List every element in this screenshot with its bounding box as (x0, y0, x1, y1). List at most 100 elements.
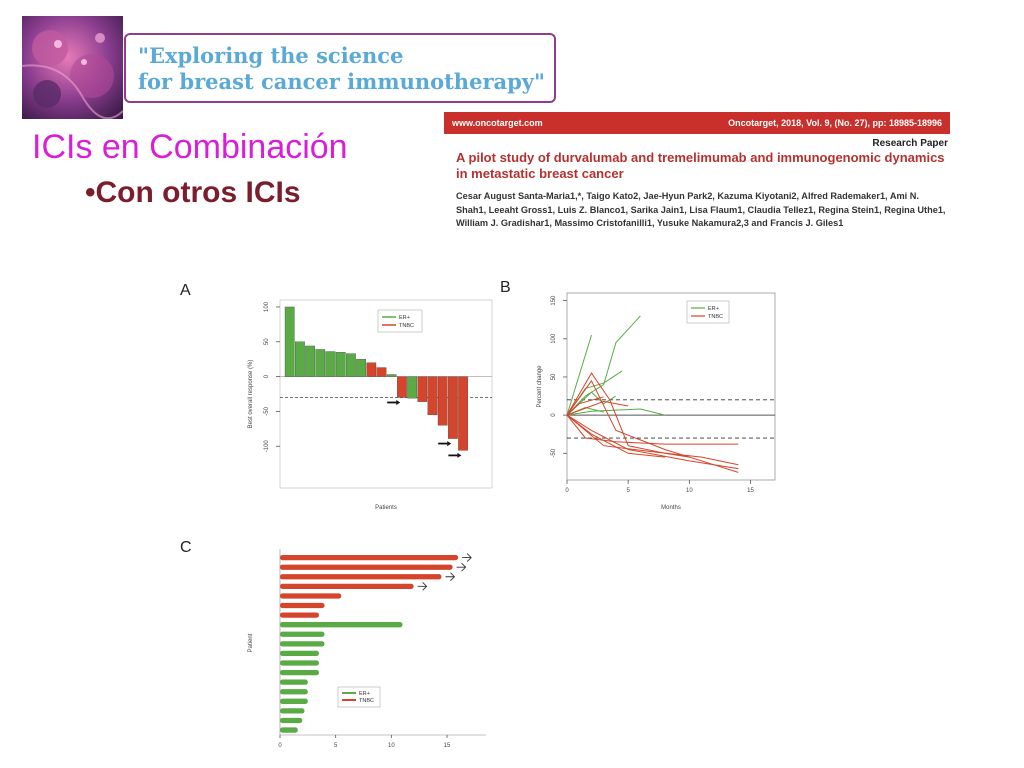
chart-b-series-line (566, 414, 739, 470)
banner-line-2: for breast cancer immunotherapy" (138, 69, 545, 94)
slide-title: ICIs en Combinación (32, 128, 348, 166)
chart-a-bar (335, 352, 346, 377)
chart-b-y-tick-label: -50 (551, 448, 557, 457)
chart-a-y-tick-label: -50 (264, 406, 270, 415)
chart-a-bar (284, 306, 295, 377)
chart-c-ongoing-arrow (462, 553, 472, 562)
chart-b-series-line (566, 414, 665, 458)
chart-c-swimmer: 0 5 10 15 ER+TNBC Patient (248, 549, 486, 749)
chart-c-bar (280, 631, 325, 637)
chart-c-bar (280, 622, 403, 628)
chart-a-bar (417, 376, 428, 402)
chart-c-bar (280, 689, 308, 695)
chart-b-legend (686, 300, 730, 324)
chart-a-bar (346, 353, 356, 377)
chart-c-bar (280, 708, 305, 714)
chart-a-y-tick-label: 50 (264, 338, 270, 345)
chart-a-legend-label: TNBC (399, 323, 414, 329)
paper-authors: Cesar August Santa-Maria1,*, Taigo Kato2… (456, 191, 946, 228)
chart-c-bar (280, 650, 319, 657)
chart-b-y-tick-label: 50 (551, 373, 557, 380)
chart-a-bar (448, 376, 458, 439)
chart-c-legend (337, 686, 381, 708)
chart-a-y-tick-label: -100 (264, 440, 270, 453)
chart-b-x-tick-label: 0 (565, 488, 569, 494)
panel-label-c: C (180, 539, 192, 556)
chart-b-series-line (566, 334, 592, 416)
chart-c-ongoing-arrow (456, 562, 467, 572)
chart-a-bar (458, 376, 468, 451)
chart-c-legend-label: ER+ (359, 691, 370, 697)
paper-header: www.oncotarget.com Oncotarget, 2018, Vol… (444, 112, 950, 252)
chart-c-x-tick-label: 10 (388, 743, 395, 749)
chart-a-bar (356, 359, 366, 377)
chart-b-x-tick-label: 10 (686, 488, 693, 494)
chart-a-arrow-head (447, 441, 452, 447)
chart-c-bar (280, 555, 459, 561)
chart-a-bar (305, 345, 315, 377)
chart-c-y-label: Patient (248, 633, 254, 652)
paper-type: Research Paper (872, 138, 948, 149)
chart-b-plot-area (566, 292, 776, 481)
journal-bar: www.oncotarget.com Oncotarget, 2018, Vol… (444, 112, 950, 134)
chart-b-series-line (566, 315, 641, 416)
panel-label-a: A (180, 282, 191, 299)
chart-b-x-tick-label: 5 (627, 488, 631, 494)
chart-a-y-label: Best overall response (%) (248, 360, 254, 429)
chart-c-x-tick-label: 15 (444, 743, 451, 749)
chart-a-y-tick-label: 100 (264, 301, 270, 312)
chart-c-bar (280, 564, 453, 570)
chart-a-y-tick-label: 0 (264, 374, 270, 378)
chart-c-x-tick-label: 5 (334, 743, 338, 749)
journal-citation: Oncotarget, 2018, Vol. 9, (No. 27), pp: … (728, 118, 942, 128)
journal-site: www.oncotarget.com (452, 118, 543, 128)
chart-c-bar (280, 698, 308, 704)
chart-b-legend-label: ER+ (708, 306, 719, 312)
chart-a-bar (376, 367, 387, 377)
chart-b-y-tick-label: 100 (551, 333, 557, 344)
chart-b-legend-label: TNBC (708, 314, 723, 320)
chart-c-x-tick-label: 0 (278, 743, 282, 749)
panel-label-b: B (500, 279, 511, 296)
chart-c-ongoing-arrow (445, 572, 456, 582)
chart-a-legend (377, 309, 423, 333)
chart-b-series-line (566, 408, 666, 416)
chart-c-bar (280, 602, 325, 609)
banner-line-1: "Exploring the science (138, 43, 404, 68)
chart-c-bar (280, 679, 308, 685)
chart-c-bar (280, 660, 319, 666)
chart-a-bar (315, 349, 326, 377)
chart-c-bar (280, 641, 325, 647)
chart-a-arrow-head (457, 452, 462, 458)
paper-title: A pilot study of durvalumab and tremelim… (456, 150, 945, 181)
chart-c-bar (280, 717, 303, 724)
chart-b-series-line (566, 414, 739, 445)
chart-c-bar (280, 669, 319, 676)
chart-a-plot-area (279, 299, 493, 489)
chart-a-legend-label: ER+ (399, 315, 410, 321)
chart-a-waterfall: 100 50 0 -50 -100 ER+ TNBC Best overall respons… (248, 299, 493, 511)
chart-b-series-line (566, 396, 604, 416)
chart-b-y-tick-label: 150 (551, 295, 557, 306)
chart-a-bar (437, 376, 448, 426)
chart-b-series-line (566, 379, 739, 473)
chart-b-y-tick-label: 0 (551, 413, 557, 417)
chart-b-x-tick-label: 15 (747, 488, 754, 494)
slide-subtitle: •Con otros ICIs (85, 176, 301, 209)
chart-c-bar (280, 727, 298, 733)
chart-a-bar (386, 374, 397, 377)
chart-c-bar (280, 593, 342, 599)
chart-c-bar (280, 583, 414, 590)
chart-b-series-line (566, 400, 629, 416)
chart-a-arrow-head (396, 399, 401, 405)
banner: "Exploring the science for breast cancer… (124, 33, 556, 103)
chart-c-bar (280, 574, 442, 580)
chart-c-ongoing-arrow (417, 582, 428, 591)
chart-a-bar (295, 341, 305, 377)
chart-b-x-label: Months (661, 505, 681, 511)
chart-c-legend-label: TNBC (359, 698, 374, 704)
breast-cancer-cell-image (22, 16, 123, 119)
chart-b-y-label: Percent change (537, 365, 543, 408)
chart-a-bar (397, 376, 407, 398)
chart-c-bar (280, 612, 319, 618)
